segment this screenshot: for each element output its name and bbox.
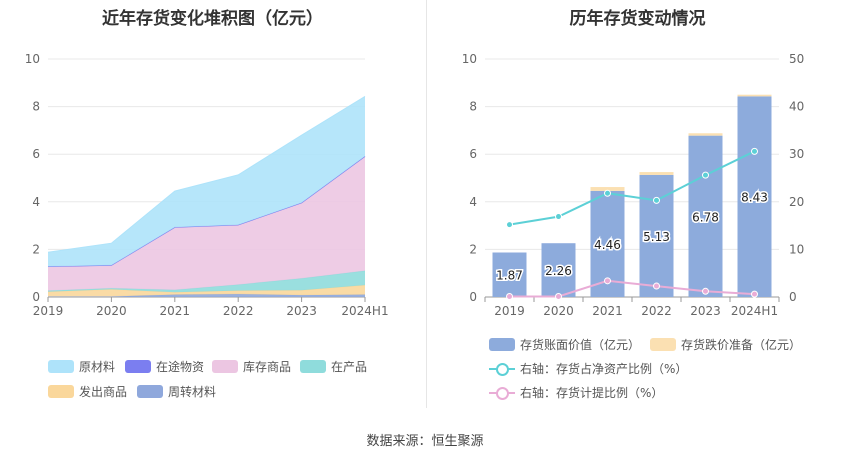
bar-value-label: 2.26 <box>545 264 572 278</box>
line-point <box>751 147 758 155</box>
y-tick-label: 2 <box>469 242 477 256</box>
legend-swatch <box>137 385 163 398</box>
x-tick-label: 2021 <box>592 304 623 318</box>
legend-label: 发出商品 <box>79 385 128 399</box>
line-point <box>702 287 709 295</box>
line-point <box>653 196 660 204</box>
x-tick-label: 2021 <box>160 304 191 318</box>
legend-label: 存货账面价值（亿元） <box>520 338 641 352</box>
y2-tick-label: 40 <box>789 100 804 114</box>
legend-swatch <box>48 360 74 373</box>
y2-tick-label: 30 <box>789 147 804 161</box>
line-point <box>604 277 611 285</box>
y-tick-label: 0 <box>469 290 477 304</box>
legend-item-raw-materials[interactable]: 原材料 <box>48 358 115 375</box>
data-source-note: 数据来源：恒生聚源 <box>366 434 484 449</box>
area-发出商品 <box>48 285 365 297</box>
legend-item-provision-ratio[interactable]: 右轴：存货计提比例（%） <box>489 384 663 401</box>
bar-book-value <box>737 96 772 297</box>
chart-divider <box>426 0 427 408</box>
bar-impairment <box>737 94 772 97</box>
x-tick-label: 2023 <box>690 304 721 318</box>
bar-book-value <box>541 243 576 297</box>
y-tick-label: 10 <box>25 52 40 66</box>
bar-impairment <box>590 187 625 191</box>
x-tick-label: 2024H1 <box>341 304 388 318</box>
legend-swatch <box>650 338 676 351</box>
x-tick-label: 2024H1 <box>731 304 778 318</box>
legend-item-net-asset-ratio[interactable]: 右轴：存货占净资产比例（%） <box>489 360 687 377</box>
y-tick-label: 6 <box>32 147 40 161</box>
legend-swatch <box>48 385 74 398</box>
legend-swatch <box>300 360 326 373</box>
legend-item-wip[interactable]: 在产品 <box>300 358 367 375</box>
x-tick-label: 2019 <box>494 304 525 318</box>
line-point <box>751 290 758 298</box>
y-tick-label: 2 <box>32 242 40 256</box>
y2-tick-label: 0 <box>789 290 797 304</box>
line-point <box>506 293 513 301</box>
y-tick-label: 4 <box>32 195 40 209</box>
legend-label: 在途物资 <box>156 360 205 374</box>
legend-label: 在产品 <box>331 360 368 374</box>
legend-item-in-transit[interactable]: 在途物资 <box>125 358 204 375</box>
legend-label: 库存商品 <box>243 360 292 374</box>
area-原材料 <box>48 96 365 267</box>
line-point <box>702 171 709 179</box>
bar-value-label: 1.87 <box>496 269 523 283</box>
line-point <box>555 293 562 301</box>
legend-item-book-value[interactable]: 存货账面价值（亿元） <box>489 336 640 353</box>
stacked-area-chart: 0 2 4 6 8 10 2019 2020 2021 2022 2023 2024H1 <box>25 52 389 318</box>
y2-tick-label: 50 <box>789 52 804 66</box>
x-tick-label: 2019 <box>33 304 64 318</box>
bar-impairment <box>688 133 723 136</box>
legend-label: 右轴：存货计提比例（%） <box>520 386 664 400</box>
y-tick-label: 10 <box>462 52 477 66</box>
x-tick-label: 2022 <box>223 304 254 318</box>
y-tick-label: 4 <box>469 195 477 209</box>
legend-swatch <box>212 360 238 373</box>
right-chart-title: 历年存货变动情况 <box>569 9 706 29</box>
x-tick-label: 2020 <box>96 304 127 318</box>
legend-item-turnover-materials[interactable]: 周转材料 <box>137 383 216 400</box>
y2-tick-label: 20 <box>789 195 804 209</box>
area-在产品 <box>48 270 365 293</box>
bar-book-value <box>688 135 723 297</box>
y-tick-label: 6 <box>469 147 477 161</box>
line-point <box>604 189 611 197</box>
y-tick-label: 8 <box>32 100 40 114</box>
x-tick-label: 2022 <box>641 304 672 318</box>
legend-label: 右轴：存货占净资产比例（%） <box>520 362 688 376</box>
legend-label: 存货跌价准备（亿元） <box>681 338 802 352</box>
bar-value-label: 4.46 <box>594 238 621 252</box>
legend-item-stock-goods[interactable]: 库存商品 <box>212 358 291 375</box>
x-tick-label: 2020 <box>543 304 574 318</box>
y2-tick-label: 10 <box>789 242 804 256</box>
legend-swatch <box>489 338 515 351</box>
line-point <box>653 282 660 290</box>
bar-book-value <box>492 252 527 297</box>
y-tick-label: 8 <box>469 100 477 114</box>
x-tick-label: 2023 <box>286 304 317 318</box>
legend-item-shipped-goods[interactable]: 发出商品 <box>48 383 127 400</box>
legend-item-impairment[interactable]: 存货跌价准备（亿元） <box>650 336 801 353</box>
line-series <box>509 279 755 298</box>
bar-value-label: 5.13 <box>643 230 670 244</box>
legend-label: 原材料 <box>79 360 116 374</box>
left-chart-title: 近年存货变化堆积图（亿元） <box>102 9 323 29</box>
line-series <box>509 150 755 226</box>
area-edge <box>47 95 366 253</box>
legend-line-swatch <box>489 386 515 400</box>
legend-swatch <box>125 360 151 373</box>
inventory-bar-line-chart: 0 2 4 6 8 10 0 10 20 30 40 50 2019 2020 2021 2022 2023 20… <box>462 52 805 318</box>
area-库存商品 <box>48 156 365 291</box>
bar-value-label: 6.78 <box>692 210 719 224</box>
legend-label: 周转材料 <box>168 385 217 399</box>
bar-impairment <box>639 172 674 175</box>
legend-line-swatch <box>489 362 515 376</box>
y-tick-label: 0 <box>32 290 40 304</box>
bar-value-label: 8.43 <box>741 191 768 205</box>
line-point <box>555 213 562 221</box>
line-point <box>506 221 513 229</box>
